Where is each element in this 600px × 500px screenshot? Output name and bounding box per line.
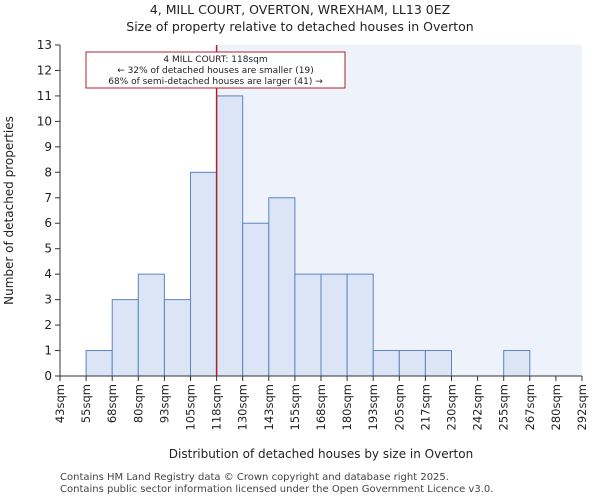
x-tick-label: 55sqm [79, 384, 93, 423]
histogram-bar [294, 273, 322, 377]
chart-title: 4, MILL COURT, OVERTON, WREXHAM, LL13 0E… [149, 2, 451, 17]
x-tick-label: 292sqm [575, 384, 589, 430]
histogram-bar [242, 222, 270, 377]
y-tick-label: 9 [44, 140, 52, 154]
annotation-box: 4 MILL COURT: 118sqm ← 32% of detached h… [85, 51, 346, 89]
histogram-bar [216, 95, 244, 377]
histogram-bar [111, 299, 139, 377]
x-axis-label: Distribution of detached houses by size … [169, 447, 473, 461]
y-tick-label: 13 [37, 38, 52, 52]
y-tick-label: 7 [44, 191, 52, 205]
x-tick-label: 193sqm [366, 384, 380, 430]
histogram-bar [503, 350, 531, 377]
x-tick-label: 217sqm [418, 384, 432, 430]
x-tick-label: 43sqm [53, 384, 67, 423]
histogram-bar [85, 350, 113, 377]
footer-line-1: Contains HM Land Registry data © Crown c… [60, 472, 449, 483]
histogram-bar [190, 171, 218, 377]
x-tick-label: 130sqm [236, 384, 250, 430]
y-tick-label: 1 [44, 344, 52, 358]
x-tick-label: 280sqm [549, 384, 563, 430]
y-tick-label: 8 [44, 165, 52, 179]
histogram-bar [424, 350, 452, 377]
y-tick-label: 4 [44, 267, 52, 281]
histogram-bar [346, 273, 374, 377]
histogram-bar [268, 197, 296, 377]
x-tick-label: 205sqm [392, 384, 406, 430]
y-tick-label: 5 [44, 242, 52, 256]
x-tick-label: 168sqm [314, 384, 328, 430]
annotation-line-2: ← 32% of detached houses are smaller (19… [117, 66, 314, 76]
chart-subtitle: Size of property relative to detached ho… [126, 19, 474, 34]
x-tick-label: 267sqm [523, 384, 537, 430]
x-tick-label: 80sqm [131, 384, 145, 423]
x-tick-label: 93sqm [157, 384, 171, 423]
x-tick-label: 230sqm [445, 384, 459, 430]
x-tick-label: 143sqm [262, 384, 276, 430]
y-axis-label: Number of detached properties [2, 116, 16, 305]
annotation-line-3: 68% of semi-detached houses are larger (… [108, 77, 323, 87]
y-tick-label: 6 [44, 216, 52, 230]
y-tick-label: 0 [44, 369, 52, 383]
y-tick-label: 3 [44, 293, 52, 307]
y-tick-label: 10 [37, 114, 52, 128]
histogram-bar [398, 350, 426, 377]
x-tick-label: 105sqm [184, 384, 198, 430]
x-tick-label: 118sqm [210, 384, 224, 430]
annotation-line-1: 4 MILL COURT: 118sqm [163, 55, 267, 65]
histogram-chart: 4 MILL COURT: 118sqm ← 32% of detached h… [2, 38, 589, 461]
x-tick-label: 180sqm [340, 384, 354, 430]
x-tick-label: 255sqm [497, 384, 511, 430]
histogram-bar [372, 350, 400, 377]
x-tick-label: 155sqm [288, 384, 302, 430]
x-tick-label: 242sqm [471, 384, 485, 430]
histogram-bar [137, 273, 165, 377]
y-tick-label: 2 [44, 318, 52, 332]
histogram-bar [320, 273, 348, 377]
y-tick-label: 11 [37, 89, 52, 103]
x-tick-label: 68sqm [105, 384, 119, 423]
y-tick-label: 12 [37, 63, 52, 77]
footer-line-2: Contains public sector information licen… [60, 484, 494, 495]
histogram-bar [163, 299, 191, 377]
